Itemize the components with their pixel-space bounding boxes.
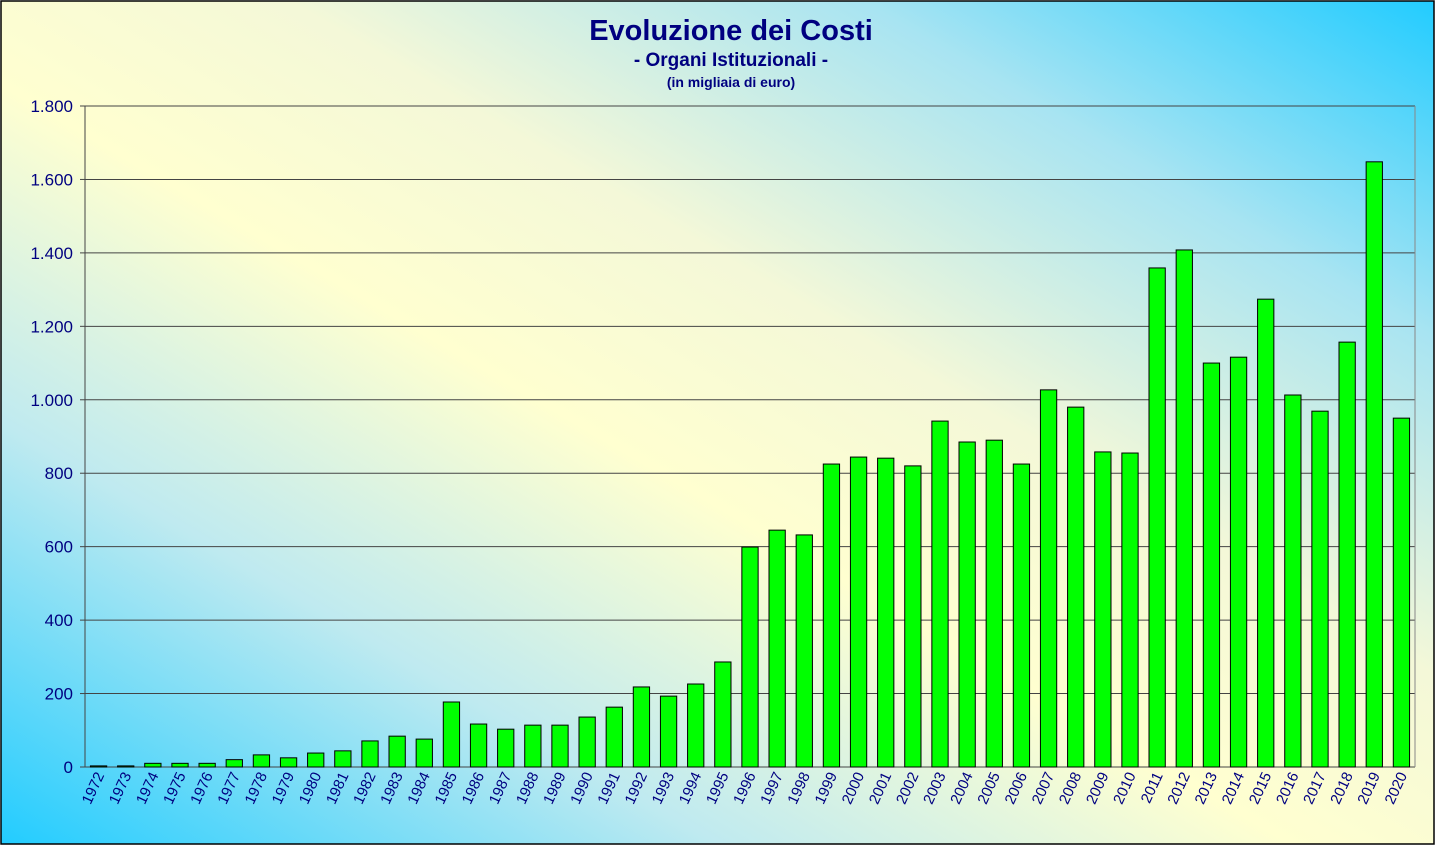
bar bbox=[1039, 389, 1058, 768]
bar bbox=[361, 740, 379, 768]
bar bbox=[768, 529, 786, 768]
bar bbox=[1311, 410, 1329, 768]
bar bbox=[1365, 161, 1383, 768]
y-tick-label: 1.800 bbox=[30, 97, 73, 116]
bar bbox=[524, 724, 542, 768]
bar bbox=[469, 723, 488, 768]
chart-title: Evoluzione dei Costi bbox=[589, 15, 873, 47]
chart-subtitle: - Organi Istituzionali - bbox=[634, 50, 828, 71]
bar bbox=[985, 439, 1003, 768]
bar bbox=[1229, 356, 1248, 768]
y-tick-label: 800 bbox=[45, 464, 73, 483]
y-tick-label: 1.400 bbox=[30, 244, 73, 263]
bar bbox=[252, 754, 271, 768]
bar bbox=[1257, 298, 1275, 768]
bar bbox=[144, 762, 162, 768]
bar bbox=[198, 762, 216, 768]
bar bbox=[415, 738, 433, 768]
bar bbox=[822, 463, 841, 768]
y-tick-label: 400 bbox=[45, 611, 73, 630]
bar bbox=[1148, 267, 1166, 768]
bar bbox=[1284, 394, 1302, 768]
chart-note: (in migliaia di euro) bbox=[667, 74, 795, 90]
bar bbox=[442, 701, 461, 768]
bar bbox=[1067, 406, 1085, 768]
bar bbox=[714, 661, 732, 768]
bar bbox=[904, 465, 922, 768]
bar bbox=[849, 456, 868, 768]
y-tick-label: 600 bbox=[45, 538, 73, 557]
bar bbox=[279, 757, 298, 768]
y-tick-label: 1.200 bbox=[30, 317, 73, 336]
y-tick-label: 0 bbox=[64, 758, 73, 777]
y-tick-label: 200 bbox=[45, 685, 73, 704]
bar bbox=[334, 750, 352, 768]
y-tick-label: 1.000 bbox=[30, 391, 73, 410]
bar bbox=[171, 762, 189, 768]
bar bbox=[1094, 451, 1112, 768]
bar bbox=[89, 765, 108, 768]
bar bbox=[1012, 463, 1031, 768]
bar bbox=[741, 546, 759, 768]
bar bbox=[388, 735, 406, 768]
bar bbox=[1392, 417, 1411, 768]
bar bbox=[795, 534, 813, 768]
bar bbox=[659, 695, 678, 768]
bar bbox=[1338, 341, 1356, 768]
bar bbox=[117, 765, 135, 768]
bar bbox=[605, 706, 623, 768]
bar bbox=[1175, 249, 1193, 768]
bar bbox=[931, 420, 949, 768]
bar bbox=[877, 457, 895, 768]
bar bbox=[1121, 452, 1139, 768]
bar bbox=[225, 759, 243, 768]
bar bbox=[578, 716, 596, 768]
bar bbox=[497, 728, 515, 768]
y-tick-label: 1.600 bbox=[30, 170, 73, 189]
bar bbox=[1202, 362, 1221, 768]
bar bbox=[307, 752, 325, 768]
bar bbox=[551, 724, 569, 768]
bar bbox=[632, 686, 651, 768]
bar bbox=[958, 441, 976, 768]
bar bbox=[687, 683, 705, 768]
